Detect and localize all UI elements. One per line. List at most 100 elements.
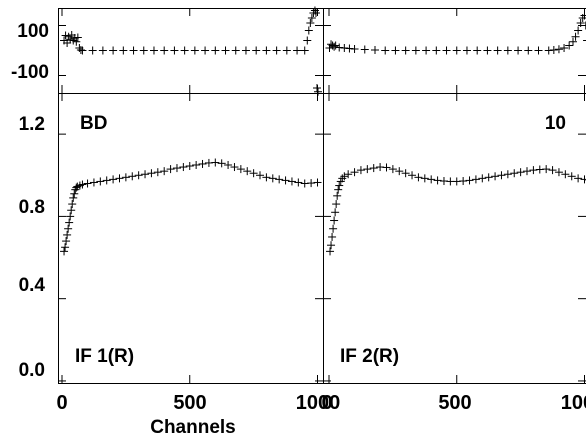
data-point — [102, 176, 111, 185]
data-point — [331, 41, 340, 50]
data-point — [569, 37, 578, 46]
data-point — [67, 206, 76, 215]
data-point — [411, 46, 420, 55]
data-point — [350, 168, 359, 177]
data-point — [190, 46, 199, 55]
data-point — [119, 46, 128, 55]
y-tick-label: 0.0 — [19, 360, 45, 381]
data-point — [334, 185, 343, 194]
data-point — [198, 159, 207, 168]
data-point — [493, 46, 502, 55]
data-point — [503, 170, 512, 179]
data-point — [497, 171, 506, 180]
panel-annotation: BD — [80, 113, 107, 134]
data-point — [306, 19, 315, 27]
data-point — [224, 160, 233, 169]
data-point — [65, 218, 74, 227]
data-point — [370, 46, 379, 54]
data-point — [329, 224, 338, 233]
y-tick-label: 0.4 — [19, 275, 46, 296]
data-point — [462, 46, 471, 55]
data-point — [211, 158, 220, 167]
data-point — [211, 46, 220, 55]
data-point — [303, 36, 312, 45]
data-point — [160, 46, 169, 55]
data-point — [432, 46, 441, 55]
data-point — [583, 40, 586, 41]
panel-annotation: 10 — [545, 113, 566, 134]
data-point — [313, 178, 322, 187]
data-point — [139, 46, 148, 55]
data-point — [433, 176, 442, 185]
data-point — [369, 164, 378, 173]
data-point — [241, 46, 250, 55]
data-point — [217, 159, 226, 168]
data-point — [327, 241, 336, 250]
data-point — [72, 37, 81, 46]
data-point — [420, 174, 429, 183]
data-point — [243, 167, 252, 176]
data-point — [262, 46, 271, 55]
data-point — [179, 163, 188, 172]
data-point — [70, 189, 79, 198]
data-point — [503, 46, 512, 55]
data-point — [478, 174, 487, 183]
data-point — [62, 237, 71, 246]
data-point — [134, 171, 143, 180]
data-point — [160, 167, 169, 176]
data-point — [580, 11, 586, 20]
data-point — [381, 46, 390, 55]
data-point — [282, 46, 291, 55]
data-point — [338, 174, 347, 183]
data-point — [275, 175, 284, 184]
data-point — [98, 46, 107, 55]
data-point — [147, 169, 156, 178]
data-point — [414, 173, 423, 182]
data-point — [63, 230, 72, 239]
data-point — [304, 26, 313, 35]
data-point — [465, 176, 474, 185]
data-point — [452, 46, 461, 55]
data-point — [307, 179, 316, 188]
data-point — [542, 165, 551, 174]
x-tick-label: 0 — [56, 392, 67, 414]
data-point — [281, 176, 290, 185]
data-point — [328, 232, 337, 241]
data-point — [121, 173, 130, 182]
data-point — [356, 166, 365, 175]
data-point — [192, 160, 201, 169]
data-point — [408, 171, 417, 180]
data-points — [60, 6, 586, 256]
data-point — [473, 46, 482, 55]
data-point — [61, 243, 70, 252]
data-point — [170, 46, 179, 55]
x-tick-label: 1000 — [561, 392, 586, 414]
data-point — [330, 216, 339, 225]
data-point — [363, 165, 372, 174]
data-point — [382, 163, 391, 172]
data-point — [256, 171, 265, 180]
data-point — [571, 32, 580, 41]
data-point — [391, 46, 400, 55]
data-point — [567, 172, 576, 181]
data-point — [395, 167, 404, 176]
data-point — [510, 169, 519, 178]
amplitude-panel-1-frame — [58, 93, 324, 384]
data-point — [549, 46, 558, 54]
data-point — [326, 247, 335, 256]
data-point — [340, 172, 349, 181]
data-point — [230, 163, 239, 172]
panel-frames — [58, 8, 586, 384]
data-point — [554, 168, 563, 177]
data-point — [580, 175, 586, 184]
data-point — [388, 165, 397, 174]
y-tick-label: 1.2 — [19, 114, 45, 135]
data-point — [350, 45, 359, 53]
data-point — [516, 168, 525, 177]
data-point — [83, 179, 92, 188]
data-point — [523, 167, 532, 176]
data-point — [574, 174, 583, 183]
data-point — [262, 173, 271, 182]
data-point — [534, 46, 543, 55]
